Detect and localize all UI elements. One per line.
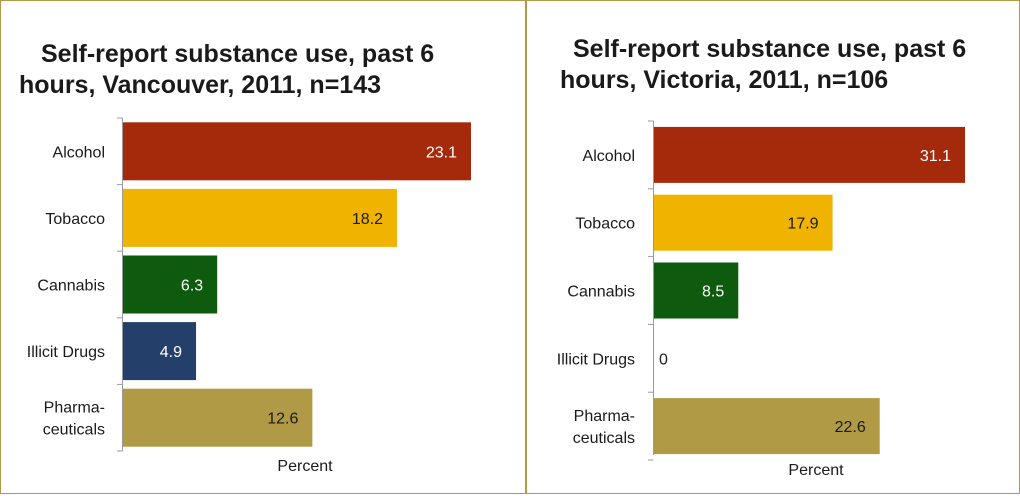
bar-value-label: 12.6 [267, 411, 298, 428]
chart-title: Self-report substance use, past 6 hours,… [560, 34, 1010, 96]
bar [122, 122, 471, 181]
bar-value-label: 23.1 [426, 144, 457, 161]
category-label: Cannabis [37, 278, 105, 295]
bar-value-label: 17.9 [787, 216, 818, 233]
bar [653, 194, 833, 251]
bar [122, 322, 197, 381]
category-label: ceuticals [573, 430, 635, 447]
category-label: Tobacco [45, 211, 105, 228]
bar-value-label: 4.9 [160, 344, 182, 361]
category-label: Cannabis [567, 284, 635, 301]
x-axis-title: Percent [277, 458, 333, 475]
category-label: Pharma- [574, 408, 635, 425]
bar [653, 126, 965, 183]
category-label: Pharma- [44, 400, 105, 417]
chart-title-line-2: hours, Vancouver, 2011, n=143 [19, 71, 382, 99]
category-label: Illicit Drugs [27, 344, 105, 361]
chart-title-line-1: Self-report substance use, past 6 [573, 35, 967, 63]
victoria-bar-chart: 31.1 Alcohol 17.9 Tobacco 8.5 Cannabis 0 Illici… [557, 120, 965, 479]
bar-value-label: 18.2 [352, 211, 383, 228]
bar [122, 188, 397, 247]
victoria-panel: Self-report substance use, past 6 hours,… [526, 0, 1020, 494]
bar [653, 398, 880, 455]
bar [653, 262, 739, 319]
category-label: Alcohol [53, 144, 105, 161]
vancouver-panel: Self-report substance use, past 6 hours,… [0, 0, 526, 494]
bar [122, 388, 313, 447]
bar-value-label: 0 [659, 351, 668, 368]
category-label: Tobacco [575, 216, 635, 233]
chart-title: Self-report substance use, past 6 hours,… [19, 39, 519, 101]
chart-title-line-2: hours, Victoria, 2011, n=106 [560, 66, 889, 94]
bar-value-label: 8.5 [702, 284, 724, 301]
category-label: Alcohol [583, 148, 635, 165]
category-label: Illicit Drugs [557, 351, 635, 368]
chart-title-line-1: Self-report substance use, past 6 [41, 40, 435, 68]
vancouver-bar-chart: 23.1 Alcohol 18.2 Tobacco 6.3 Cannabis 4.9 Illi… [27, 117, 471, 475]
x-axis-title: Percent [788, 462, 844, 479]
bar-value-label: 31.1 [920, 148, 951, 165]
bar-value-label: 22.6 [835, 419, 866, 436]
bar-value-label: 6.3 [181, 278, 203, 295]
category-label: ceuticals [43, 422, 105, 439]
bar [122, 255, 218, 314]
